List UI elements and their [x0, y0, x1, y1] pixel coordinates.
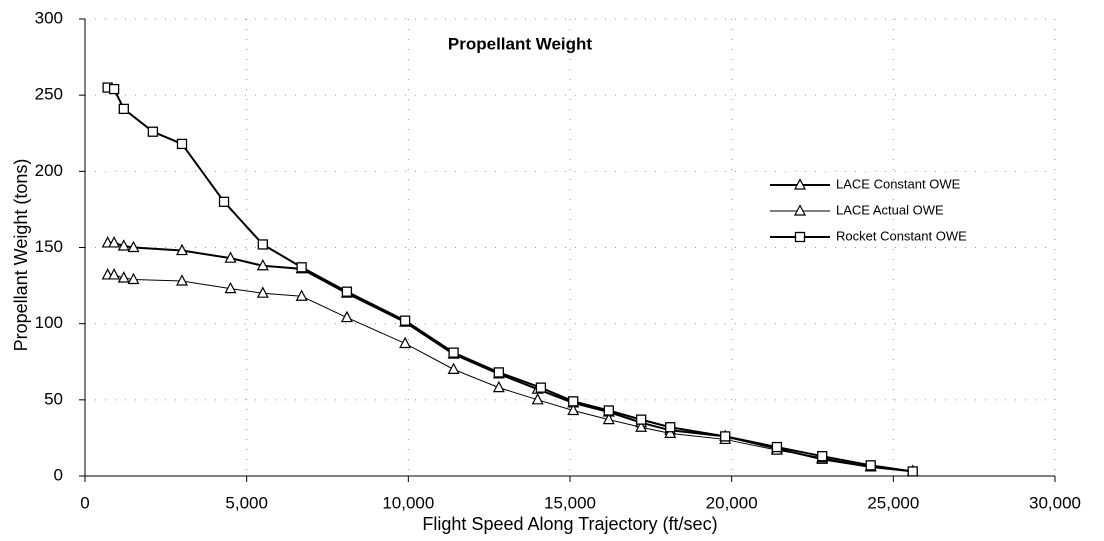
marker [447, 362, 460, 374]
marker [127, 240, 140, 253]
marker [492, 380, 505, 393]
marker [720, 431, 731, 442]
marker [493, 367, 505, 378]
marker [176, 274, 188, 286]
marker [224, 281, 237, 294]
marker [176, 138, 188, 150]
marker [295, 289, 308, 301]
series-line [107, 274, 913, 472]
chart-title: Propellant Weight [448, 34, 593, 53]
marker [865, 460, 876, 471]
x-tick-label: 15,000 [544, 493, 596, 512]
marker [108, 236, 121, 248]
marker [256, 258, 269, 271]
marker [771, 441, 783, 453]
y-tick-label: 100 [35, 313, 63, 332]
x-tick-label: 0 [80, 493, 89, 512]
marker [665, 422, 676, 433]
series-line [107, 241, 913, 473]
marker [664, 426, 677, 438]
marker [635, 420, 648, 432]
marker [127, 272, 140, 285]
y-tick-label: 0 [54, 465, 63, 484]
marker [531, 393, 544, 405]
marker [118, 103, 129, 115]
marker [147, 126, 159, 137]
marker [399, 315, 411, 326]
marker [108, 83, 120, 95]
marker [603, 405, 614, 416]
legend-label: LACE Constant OWE [836, 176, 961, 191]
marker [568, 396, 579, 407]
marker [108, 268, 121, 280]
y-tick-label: 150 [35, 237, 63, 256]
x-tick-label: 20,000 [706, 493, 758, 512]
series-line [107, 86, 913, 473]
y-tick-label: 300 [35, 8, 63, 27]
marker [218, 196, 230, 207]
marker [257, 239, 268, 250]
marker [256, 286, 269, 298]
marker [399, 336, 412, 349]
marker [117, 271, 130, 283]
legend-label: LACE Actual OWE [836, 202, 944, 217]
legend-marker [794, 231, 806, 243]
marker [117, 239, 130, 251]
y-axis-label: Propellant Weight (tons) [11, 159, 31, 352]
marker [907, 466, 918, 477]
y-tick-label: 250 [35, 85, 63, 104]
marker [340, 310, 353, 323]
x-axis-label: Flight Speed Along Trajectory (ft/sec) [422, 514, 717, 534]
legend-label: Rocket Constant OWE [836, 228, 967, 243]
marker [224, 251, 237, 263]
marker [448, 347, 459, 358]
x-tick-label: 30,000 [1029, 493, 1081, 512]
marker [176, 243, 188, 256]
x-tick-label: 5,000 [225, 493, 268, 512]
y-tick-label: 200 [35, 161, 63, 180]
marker [535, 382, 547, 393]
marker [817, 451, 828, 462]
marker [567, 403, 580, 416]
marker [635, 414, 647, 425]
marker [602, 412, 615, 425]
marker [341, 286, 353, 297]
y-tick-label: 50 [44, 389, 63, 408]
legend-marker [794, 204, 806, 216]
x-tick-label: 25,000 [867, 493, 919, 512]
legend-marker [794, 178, 806, 190]
x-tick-label: 10,000 [382, 493, 434, 512]
marker [296, 262, 307, 273]
